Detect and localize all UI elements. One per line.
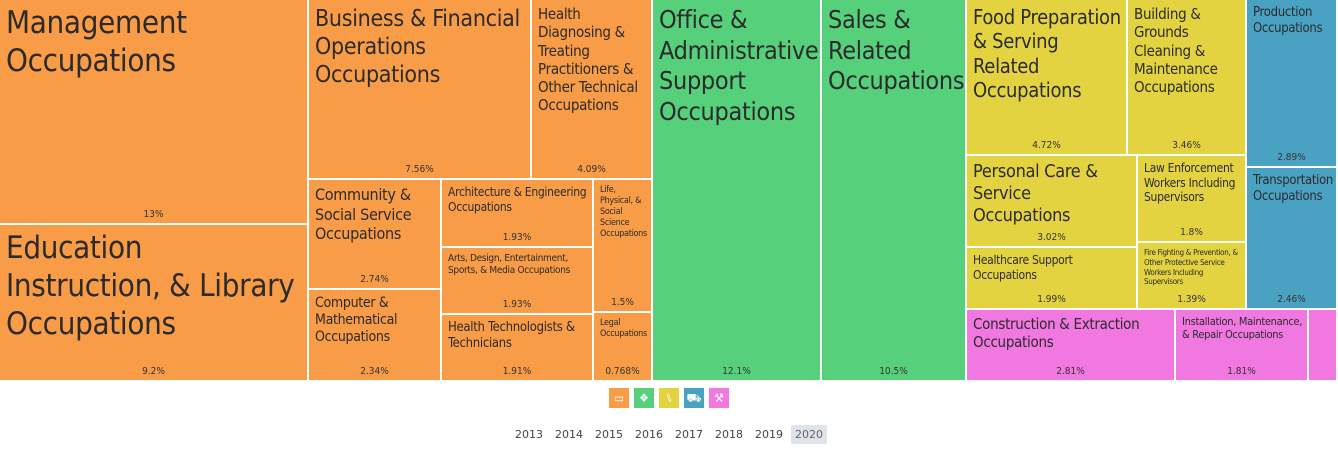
year-option-2019[interactable]: 2019 bbox=[755, 427, 783, 441]
year-option-2015[interactable]: 2015 bbox=[595, 427, 623, 441]
utensils-icon[interactable]: ⑊ bbox=[659, 388, 679, 408]
treemap-tile-arts[interactable]: Arts, Design, Entertainment, Sports, & M… bbox=[442, 248, 594, 315]
treemap-tile-healthcare-support[interactable]: Healthcare Support Occupations 1.99% bbox=[967, 248, 1138, 310]
tile-label: Management Occupations bbox=[6, 5, 187, 79]
treemap-tile-fire-fighting[interactable]: Fire Fighting & Prevention, & Other Prot… bbox=[1138, 243, 1247, 310]
tile-label: Transportation Occupations bbox=[1253, 173, 1334, 204]
tile-share-label: 2.34% bbox=[360, 366, 389, 377]
treemap-tile-office[interactable]: Office & Administrative Support Occupati… bbox=[653, 0, 822, 382]
treemap-tile-personal-care[interactable]: Personal Care & Service Occupations 3.02% bbox=[967, 156, 1138, 248]
treemap-tile-transportation[interactable]: Transportation Occupations 2.46% bbox=[1247, 168, 1338, 310]
tile-share-label: 3.02% bbox=[1037, 232, 1066, 243]
tile-share-label: 1.91% bbox=[502, 366, 532, 377]
tile-label: Architecture & Engineering Occupations bbox=[448, 185, 587, 214]
treemap-tile-life-science[interactable]: Life, Physical, & Social Science Occupat… bbox=[594, 180, 653, 313]
occupation-treemap: Management Occupations 13% Education Instr… bbox=[0, 0, 1338, 382]
year-option-2017[interactable]: 2017 bbox=[675, 427, 703, 441]
tile-label: Health Technologists & Technicians bbox=[448, 320, 575, 351]
tile-share-label: 1.81% bbox=[1227, 366, 1256, 377]
treemap-tile-architecture[interactable]: Architecture & Engineering Occupations 1.… bbox=[442, 180, 594, 248]
tile-share-label: 2.74% bbox=[360, 274, 389, 285]
year-option-2014[interactable]: 2014 bbox=[555, 427, 583, 441]
treemap-tile-construction[interactable]: Construction & Extraction Occupations 2.8… bbox=[967, 310, 1176, 382]
tile-label: Food Preparation & Serving Related Occup… bbox=[973, 5, 1121, 103]
truck-icon[interactable]: ⛟ bbox=[684, 388, 704, 408]
tile-share-label: 7.56% bbox=[405, 164, 434, 175]
tile-label: Personal Care & Service Occupations bbox=[973, 161, 1098, 226]
treemap-tile-pink-unlabeled[interactable] bbox=[1309, 310, 1338, 382]
wrench-icon[interactable]: ⚒ bbox=[709, 388, 729, 408]
tile-share-label: 2.46% bbox=[1277, 294, 1306, 305]
tile-share-label: 2.81% bbox=[1056, 366, 1085, 377]
tile-label: Health Diagnosing & Treating Practitione… bbox=[538, 5, 638, 115]
tile-share-label: 1.93% bbox=[502, 232, 532, 243]
treemap-tile-legal[interactable]: Legal Occupations 0.768% bbox=[594, 313, 653, 382]
year-selector: 2013 2014 2015 2016 2017 2018 2019 2020 bbox=[0, 424, 1338, 444]
box-icon[interactable]: ❖ bbox=[634, 388, 654, 408]
treemap-tile-computer[interactable]: Computer & Mathematical Occupations 2.34% bbox=[309, 290, 442, 382]
treemap-tile-business[interactable]: Business & Financial Operations Occupati… bbox=[309, 0, 532, 180]
treemap-tile-building[interactable]: Building & Grounds Cleaning & Maintenanc… bbox=[1128, 0, 1247, 156]
tile-share-label: 1.99% bbox=[1037, 294, 1066, 305]
treemap-tile-education[interactable]: Education Instruction, & Library Occupat… bbox=[0, 225, 309, 382]
tile-share-label: 12.1% bbox=[722, 366, 751, 377]
tile-label: Arts, Design, Entertainment, Sports, & M… bbox=[448, 253, 571, 277]
tile-share-label: 1.93% bbox=[502, 299, 532, 310]
tile-label: Construction & Extraction Occupations bbox=[973, 315, 1140, 352]
tile-label: Education Instruction, & Library Occupat… bbox=[6, 230, 295, 342]
tile-share-label: 1.5% bbox=[611, 297, 634, 308]
tile-label: Installation, Maintenance, & Repair Occu… bbox=[1182, 315, 1303, 342]
tile-share-label: 4.09% bbox=[577, 164, 606, 175]
tile-label: Healthcare Support Occupations bbox=[973, 253, 1073, 282]
tile-share-label: 10.5% bbox=[879, 366, 908, 377]
year-option-2013[interactable]: 2013 bbox=[515, 427, 543, 441]
tile-share-label: 1.8% bbox=[1180, 227, 1203, 238]
tile-share-label: 4.72% bbox=[1032, 140, 1061, 151]
treemap-tile-production[interactable]: Production Occupations 2.89% bbox=[1247, 0, 1338, 168]
treemap-tile-food[interactable]: Food Preparation & Serving Related Occup… bbox=[967, 0, 1128, 156]
tile-label: Sales & Related Occupations bbox=[828, 5, 965, 95]
tile-share-label: 3.46% bbox=[1172, 140, 1201, 151]
tile-label: Law Enforcement Workers Including Superv… bbox=[1144, 161, 1236, 205]
treemap-tile-health-diagnosing[interactable]: Health Diagnosing & Treating Practitione… bbox=[532, 0, 653, 180]
tile-label: Fire Fighting & Prevention, & Other Prot… bbox=[1144, 248, 1238, 287]
year-option-2020[interactable]: 2020 bbox=[791, 424, 827, 444]
treemap-tile-sales[interactable]: Sales & Related Occupations 10.5% bbox=[822, 0, 967, 382]
tile-share-label: 1.39% bbox=[1177, 294, 1206, 305]
tile-share-label: 13% bbox=[143, 209, 164, 220]
year-option-2018[interactable]: 2018 bbox=[715, 427, 743, 441]
tile-share-label: 0.768% bbox=[605, 366, 640, 377]
treemap-tile-law-enforcement[interactable]: Law Enforcement Workers Including Superv… bbox=[1138, 156, 1247, 243]
treemap-tile-installation[interactable]: Installation, Maintenance, & Repair Occu… bbox=[1176, 310, 1309, 382]
tile-label: Office & Administrative Support Occupati… bbox=[659, 5, 819, 126]
tile-label: Legal Occupations bbox=[600, 318, 647, 339]
tile-label: Life, Physical, & Social Science Occupat… bbox=[600, 185, 647, 239]
tile-label: Community & Social Service Occupations bbox=[315, 185, 412, 244]
treemap-tile-health-technologists[interactable]: Health Technologists & Technicians 1.91% bbox=[442, 315, 594, 382]
tile-share-label: 2.89% bbox=[1277, 152, 1306, 163]
year-option-2016[interactable]: 2016 bbox=[635, 427, 663, 441]
computer-icon[interactable]: ▭ bbox=[609, 388, 629, 408]
treemap-tile-management[interactable]: Management Occupations 13% bbox=[0, 0, 309, 225]
treemap-tile-community[interactable]: Community & Social Service Occupations 2.… bbox=[309, 180, 442, 290]
group-filter-bar: ▭ ❖ ⑊ ⛟ ⚒ bbox=[0, 388, 1338, 408]
tile-label: Production Occupations bbox=[1253, 5, 1323, 36]
tile-label: Business & Financial Operations Occupati… bbox=[315, 6, 520, 89]
tile-label: Computer & Mathematical Occupations bbox=[315, 295, 398, 346]
tile-label: Building & Grounds Cleaning & Maintenanc… bbox=[1134, 5, 1218, 97]
tile-share-label: 9.2% bbox=[142, 366, 165, 377]
